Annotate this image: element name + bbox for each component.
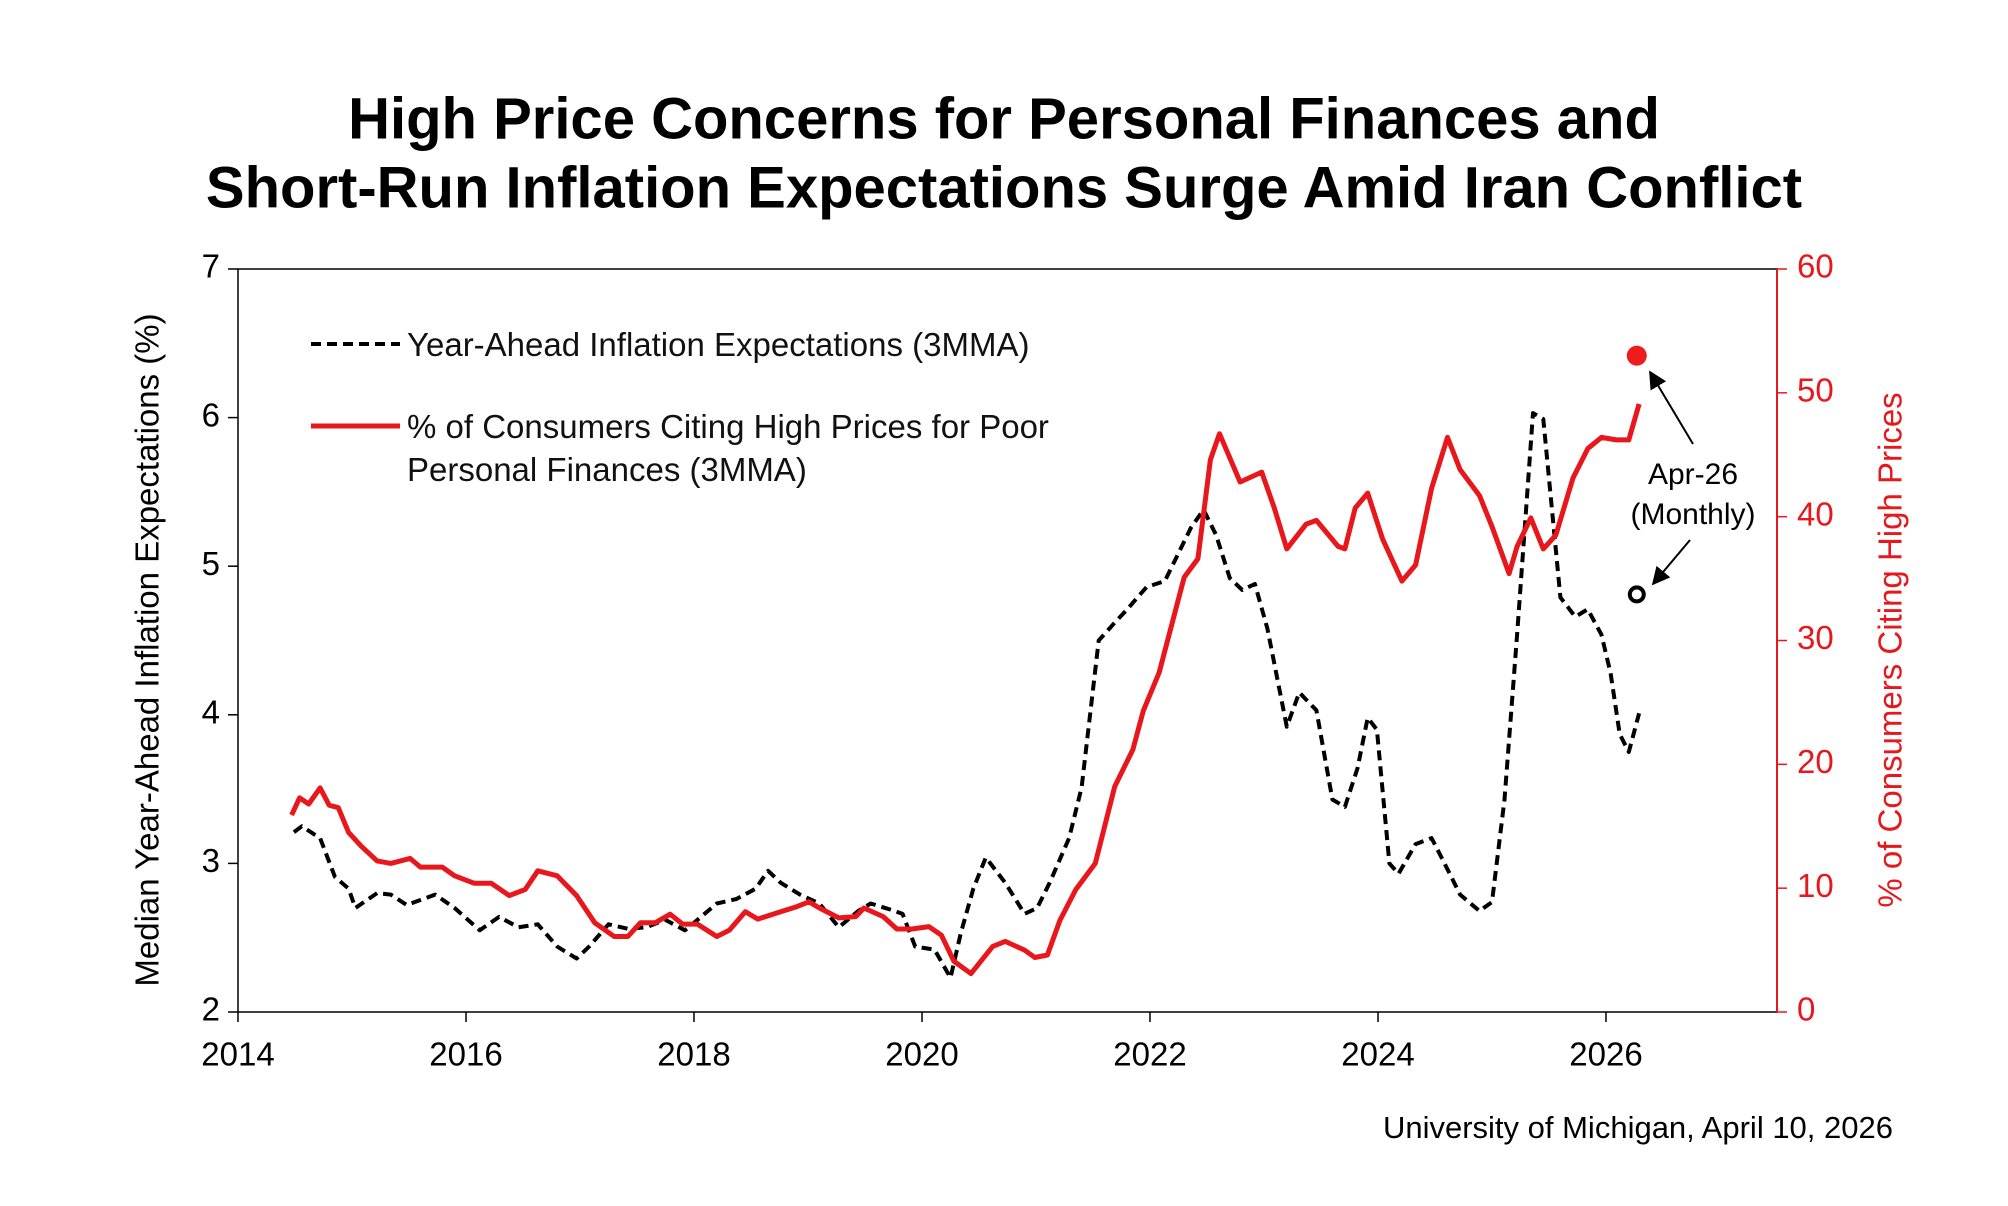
y2-axis-label: % of Consumers Citing High Prices [1872,392,1909,907]
y2-tick-label: 20 [1797,743,1834,780]
legend-label: % of Consumers Citing High Prices for Po… [407,408,1049,488]
y2-tick-label: 0 [1797,991,1815,1028]
x-tick-label: 2024 [1341,1036,1414,1073]
y-tick-label: 6 [202,396,220,433]
x-tick-label: 2014 [201,1036,274,1073]
y2-tick-label: 50 [1797,372,1834,409]
x-tick-label: 2016 [429,1036,502,1073]
plot-frame [237,268,1778,1013]
series-line [292,411,1642,980]
x-tick-label: 2022 [1113,1036,1186,1073]
annotation: Apr-26 [1648,458,1738,491]
monthly-point [1626,345,1647,366]
monthly-point [1627,585,1646,604]
annotation-arrow [1649,370,1694,445]
y-tick-label: 5 [202,545,220,582]
y-tick-label: 4 [202,694,220,731]
annotation-arrow [1651,539,1691,586]
y2-tick-label: 10 [1797,867,1834,904]
chart-title: Short-Run Inflation Expectations Surge A… [206,155,1802,220]
legend-label: Year-Ahead Inflation Expectations (3MMA) [407,326,1030,363]
y-axis-label: Median Year-Ahead Inflation Expectations… [129,313,166,986]
series-line [289,403,1642,977]
source: University of Michigan, April 10, 2026 [1383,1110,1893,1145]
y-tick-label: 2 [202,991,220,1028]
y2-tick-label: 60 [1797,248,1834,285]
x-tick-label: 2026 [1569,1036,1642,1073]
y2-tick-label: 40 [1797,495,1834,532]
y-tick-label: 3 [202,842,220,879]
chart-title: High Price Concerns for Personal Finance… [348,86,1660,151]
x-tick-label: 2018 [657,1036,730,1073]
x-tick-label: 2020 [885,1036,958,1073]
y2-tick-label: 30 [1797,619,1834,656]
y-tick-label: 7 [202,248,220,285]
annotation: (Monthly) [1630,498,1755,531]
